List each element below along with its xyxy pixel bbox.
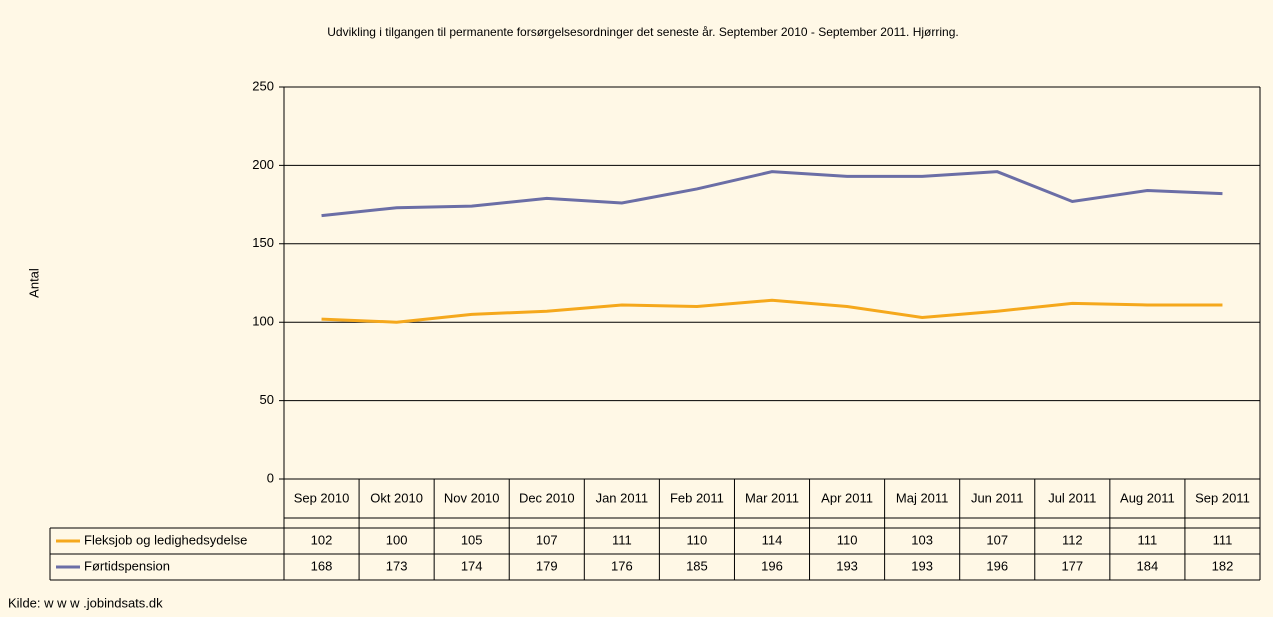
x-tick-label: Mar 2011 bbox=[745, 490, 799, 505]
table-value: 193 bbox=[836, 558, 858, 573]
x-tick-label: Jan 2011 bbox=[596, 490, 649, 505]
y-tick-label: 250 bbox=[252, 78, 274, 93]
table-value: 196 bbox=[986, 558, 1008, 573]
x-tick-label: Nov 2010 bbox=[444, 490, 500, 505]
table-value: 107 bbox=[986, 532, 1008, 547]
series-line bbox=[321, 298, 1223, 324]
table-value: 176 bbox=[611, 558, 633, 573]
x-tick-label: Dec 2010 bbox=[519, 490, 575, 505]
y-tick-label: 100 bbox=[252, 314, 274, 329]
x-tick-label: Jun 2011 bbox=[971, 490, 1024, 505]
legend-label: Fleksjob og ledighedsydelse bbox=[84, 532, 247, 547]
source: Kilde: w w w .jobindsats.dk bbox=[8, 595, 163, 610]
x-tick-label: Sep 2011 bbox=[1195, 490, 1250, 505]
y-tick-label: 0 bbox=[267, 470, 274, 485]
table-value: 177 bbox=[1061, 558, 1083, 573]
table-value: 107 bbox=[536, 532, 558, 547]
x-tick-label: Jul 2011 bbox=[1048, 490, 1096, 505]
table-value: 111 bbox=[1213, 532, 1233, 547]
table-value: 103 bbox=[911, 532, 933, 547]
table-value: 100 bbox=[386, 532, 408, 547]
x-tick-label: Feb 2011 bbox=[670, 490, 724, 505]
table-value: 111 bbox=[1138, 532, 1158, 547]
table-value: 110 bbox=[837, 532, 858, 547]
table-value: 173 bbox=[386, 558, 408, 573]
table-value: 168 bbox=[311, 558, 333, 573]
table-value: 174 bbox=[461, 558, 483, 573]
table-value: 179 bbox=[536, 558, 558, 573]
table-value: 102 bbox=[311, 532, 333, 547]
y-tick-label: 200 bbox=[252, 157, 274, 172]
x-tick-label: Maj 2011 bbox=[896, 490, 949, 505]
series-line bbox=[321, 170, 1223, 218]
table-value: 184 bbox=[1137, 558, 1159, 573]
table-value: 114 bbox=[762, 532, 783, 547]
table-value: 185 bbox=[686, 558, 708, 573]
y-axis-label: Antal bbox=[26, 268, 41, 298]
chart-title: Udvikling i tilgangen til permanente for… bbox=[327, 25, 958, 39]
y-tick-label: 150 bbox=[252, 235, 274, 250]
table-value: 193 bbox=[911, 558, 933, 573]
table-value: 110 bbox=[687, 532, 708, 547]
y-tick-label: 50 bbox=[260, 392, 274, 407]
x-tick-label: Okt 2010 bbox=[370, 490, 423, 505]
table-value: 112 bbox=[1062, 532, 1083, 547]
table-value: 182 bbox=[1212, 558, 1234, 573]
x-tick-label: Aug 2011 bbox=[1120, 490, 1175, 505]
table-value: 111 bbox=[612, 532, 632, 547]
legend-label: Førtidspension bbox=[84, 558, 170, 573]
table-value: 105 bbox=[461, 532, 483, 547]
table-value: 196 bbox=[761, 558, 783, 573]
x-tick-label: Apr 2011 bbox=[821, 490, 873, 505]
x-tick-label: Sep 2010 bbox=[294, 490, 350, 505]
